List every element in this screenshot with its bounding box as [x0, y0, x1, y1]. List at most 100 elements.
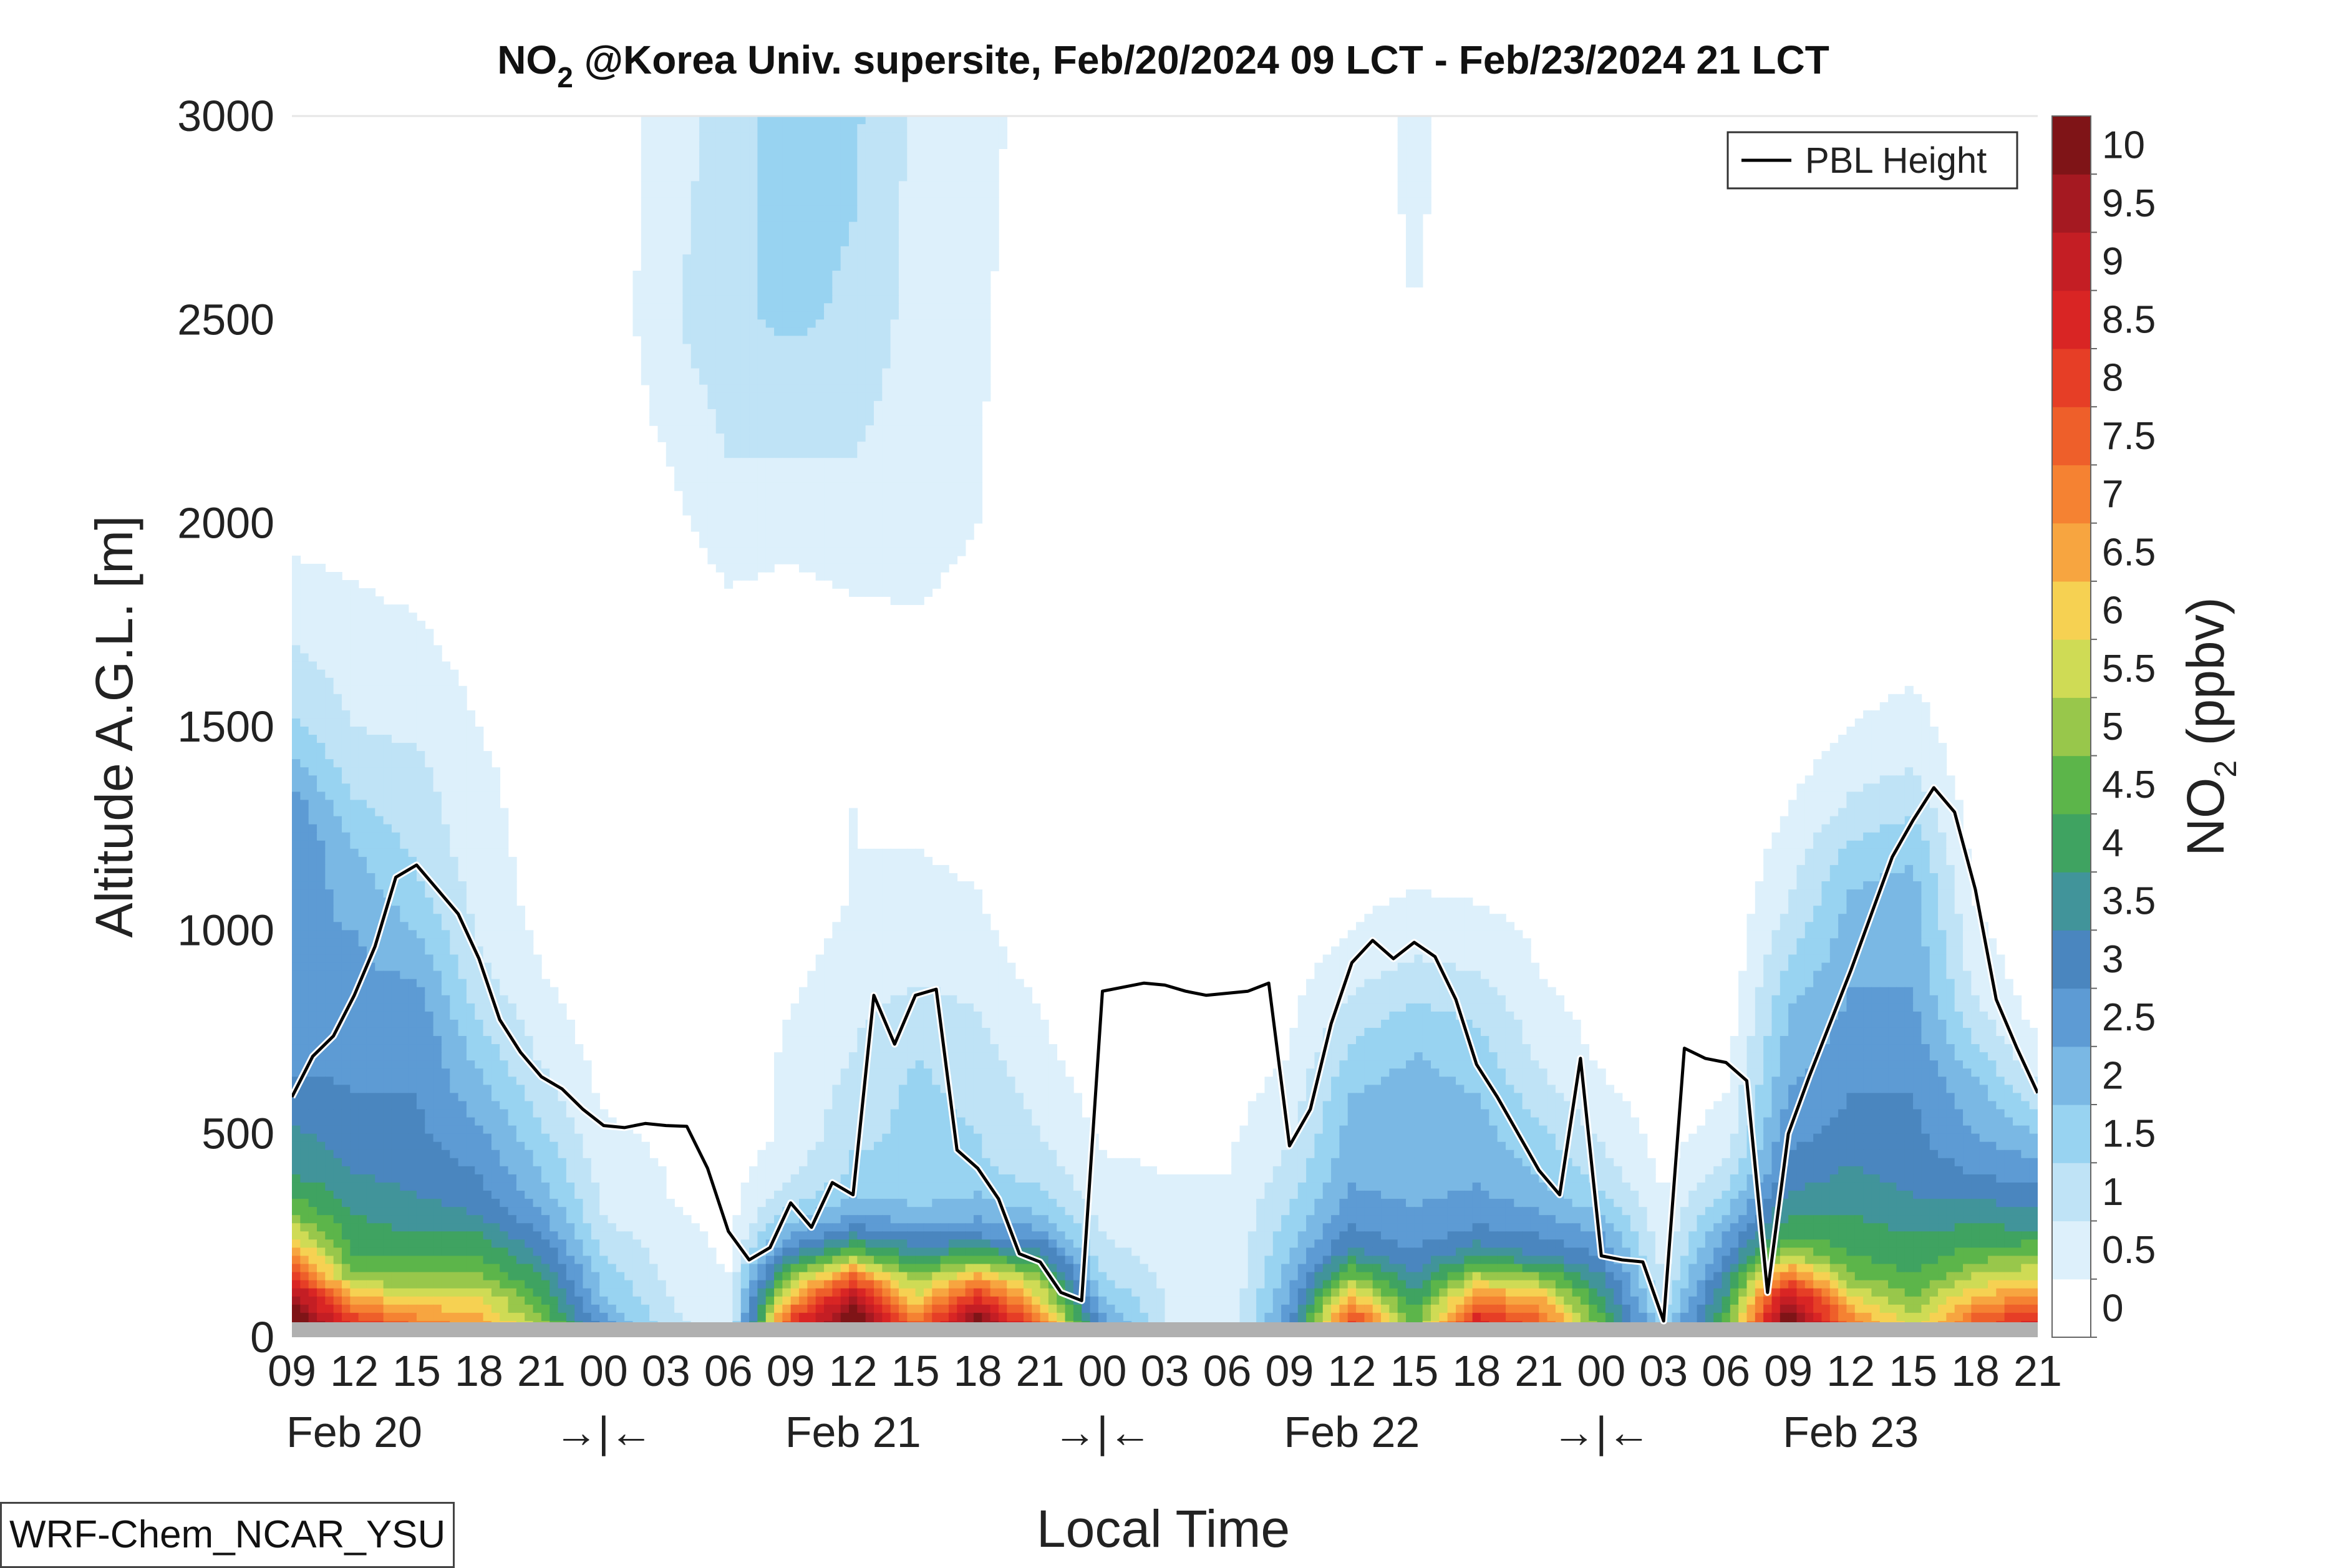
- contour-cell: [466, 816, 476, 825]
- contour-cell: [907, 173, 916, 182]
- contour-cell: [1746, 954, 1756, 964]
- contour-cell: [1530, 987, 1540, 996]
- contour-cell: [957, 889, 966, 898]
- contour-cell: [333, 759, 342, 768]
- contour-cell: [1472, 906, 1481, 915]
- contour-cell: [965, 466, 974, 475]
- contour-cell: [1821, 808, 1831, 817]
- contour-cell: [1946, 881, 1955, 890]
- contour-cell: [1813, 848, 1823, 858]
- contour-cell: [1406, 221, 1415, 231]
- contour-cell: [932, 189, 941, 198]
- contour-cell: [358, 889, 367, 898]
- contour-cell: [657, 433, 667, 442]
- contour-cell: [724, 555, 734, 564]
- contour-cell: [408, 661, 417, 670]
- contour-cell: [1863, 808, 1872, 817]
- contour-cell: [898, 295, 908, 304]
- contour-cell: [732, 262, 742, 271]
- contour-cell: [408, 677, 417, 687]
- contour-cell: [1821, 775, 1831, 785]
- contour-cell: [383, 979, 392, 988]
- contour-cell: [957, 303, 966, 312]
- contour-cell: [874, 425, 883, 434]
- contour-cell: [383, 987, 392, 996]
- contour-cell: [948, 254, 958, 263]
- contour-cell: [1364, 914, 1373, 923]
- contour-cell: [450, 930, 459, 939]
- contour-cell: [857, 881, 866, 890]
- contour-cell: [333, 930, 342, 939]
- contour-cell: [425, 856, 434, 866]
- contour-cell: [882, 262, 891, 271]
- contour-cell: [500, 824, 509, 833]
- contour-cell: [366, 775, 376, 785]
- contour-cell: [325, 873, 334, 882]
- contour-cell: [923, 287, 933, 296]
- contour-cell: [948, 173, 958, 182]
- contour-cell: [441, 816, 451, 825]
- contour-cell: [1497, 987, 1506, 996]
- contour-cell: [948, 555, 958, 564]
- contour-cell: [2004, 987, 2013, 996]
- contour-cell: [782, 425, 792, 434]
- contour-cell: [441, 832, 451, 841]
- contour-cell: [1921, 906, 1930, 915]
- contour-cell: [441, 808, 451, 817]
- contour-cell: [982, 279, 991, 288]
- contour-cell: [450, 669, 459, 679]
- contour-cell: [1397, 148, 1407, 158]
- contour-cell: [882, 523, 891, 532]
- contour-cell: [840, 116, 850, 125]
- contour-cell: [1771, 970, 1781, 980]
- contour-cell: [1821, 946, 1831, 956]
- contour-cell: [790, 116, 800, 125]
- contour-cell: [874, 914, 883, 923]
- contour-cell: [715, 409, 725, 418]
- contour-cell: [932, 889, 941, 898]
- contour-cell: [391, 970, 401, 980]
- contour-cell: [782, 400, 792, 410]
- contour-cell: [874, 165, 883, 174]
- contour-cell: [391, 718, 401, 727]
- contour-cell: [874, 864, 883, 874]
- contour-cell: [1771, 979, 1781, 988]
- contour-cell: [375, 653, 384, 662]
- contour-cell: [732, 506, 742, 516]
- contour-cell: [907, 482, 916, 491]
- contour-cell: [757, 384, 767, 394]
- contour-cell: [1821, 970, 1831, 980]
- contour-cell: [932, 238, 941, 247]
- contour-cell: [849, 262, 858, 271]
- contour-cell: [1431, 970, 1440, 980]
- contour-cell: [715, 295, 725, 304]
- contour-cell: [824, 442, 833, 450]
- contour-cell: [657, 213, 667, 223]
- contour-cell: [1888, 791, 1897, 801]
- contour-cell: [807, 466, 816, 475]
- contour-cell: [308, 677, 317, 687]
- contour-cell: [957, 376, 966, 385]
- contour-cell: [865, 873, 874, 882]
- contour-cell: [458, 979, 467, 988]
- contour-cell: [1389, 987, 1398, 996]
- contour-cell: [1921, 938, 1930, 947]
- contour-cell: [682, 140, 692, 150]
- contour-cell: [857, 498, 866, 508]
- contour-cell: [998, 979, 1008, 988]
- contour-cell: [308, 727, 317, 735]
- contour-cell: [408, 727, 417, 735]
- contour-cell: [1896, 946, 1906, 956]
- contour-cell: [300, 775, 309, 785]
- contour-cell: [516, 906, 525, 915]
- contour-cell: [483, 840, 492, 849]
- contour-cell: [807, 271, 816, 279]
- contour-cell: [749, 336, 758, 345]
- contour-cell: [740, 425, 750, 434]
- contour-cell: [948, 498, 958, 508]
- contour-cell: [391, 685, 401, 695]
- contour-cell: [400, 800, 409, 809]
- contour-cell: [782, 246, 792, 255]
- contour-cell: [300, 930, 309, 939]
- contour-cell: [1480, 946, 1490, 956]
